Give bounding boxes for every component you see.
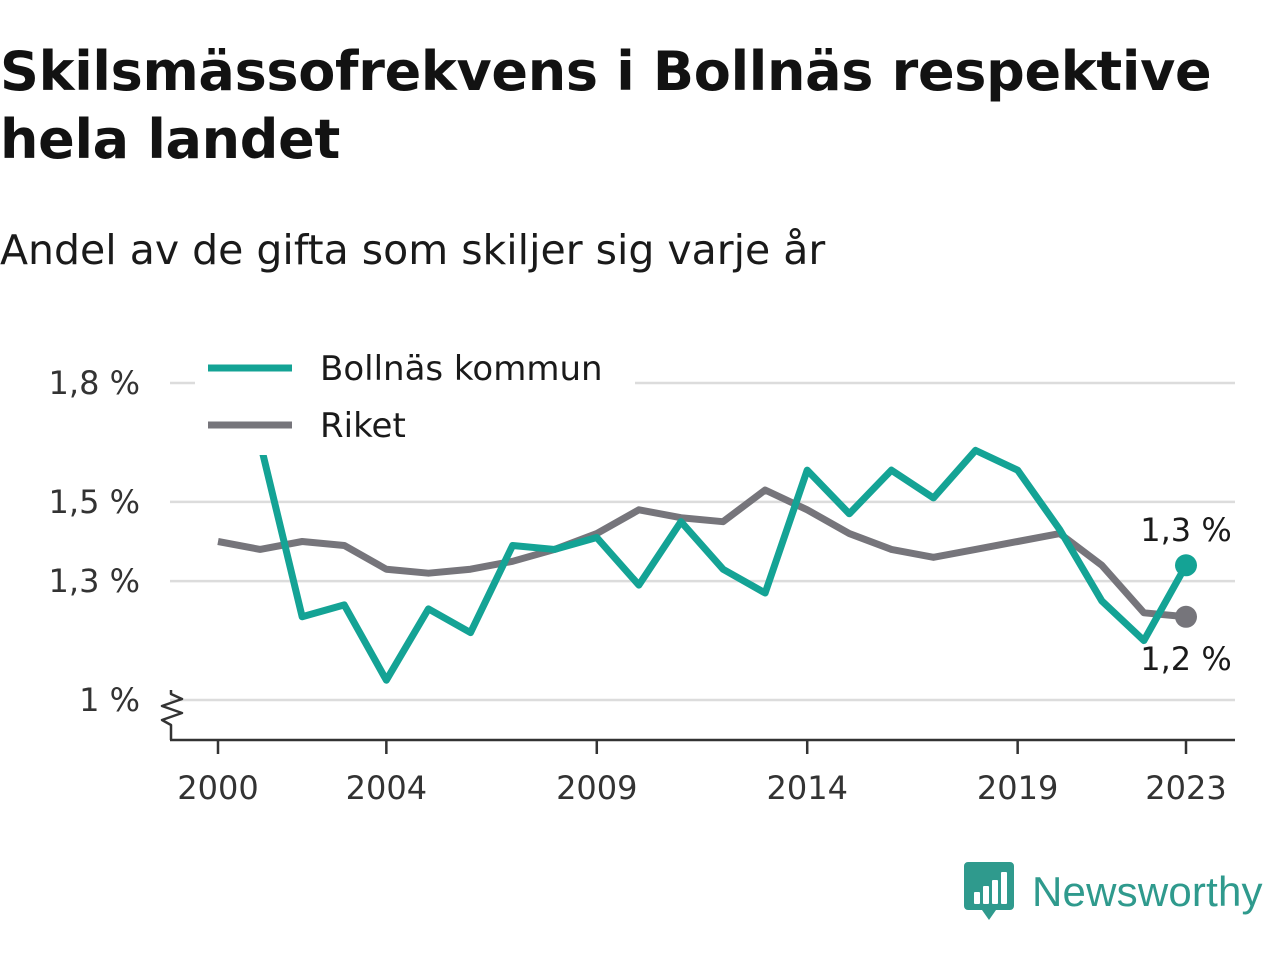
- legend: Bollnäs kommun Riket: [195, 340, 635, 455]
- x-tick-label: 2004: [346, 769, 427, 807]
- end-labels: 1,3 % 1,2 %: [1140, 511, 1231, 678]
- brand: Newsworthy: [964, 862, 1263, 922]
- legend-label: Bollnäs kommun: [320, 349, 603, 389]
- y-tick-label: 1 %: [79, 681, 140, 719]
- newsworthy-logo-icon: [964, 862, 1014, 920]
- y-tick-label: 1,3 %: [49, 562, 140, 600]
- x-tick-label: 2014: [766, 769, 847, 807]
- x-tick-label: 2019: [977, 769, 1058, 807]
- series-end-label: 1,2 %: [1140, 640, 1231, 678]
- legend-label: Riket: [320, 406, 406, 446]
- x-tick-label: 2023: [1145, 769, 1226, 807]
- series-line-bollnas: [256, 441, 1190, 684]
- series-end-point: [1175, 554, 1197, 577]
- y-axis-break-icon: [160, 690, 184, 740]
- legend-background: [195, 340, 635, 455]
- x-axis: 2000 2004 2009 2014 2019 2023: [160, 690, 1235, 807]
- y-axis-ticks: 1 % 1,3 % 1,5 % 1,8 %: [49, 364, 140, 719]
- y-tick-label: 1,5 %: [49, 483, 140, 521]
- series-end-point: [1175, 605, 1197, 628]
- brand-name: Newsworthy: [1032, 868, 1263, 915]
- chart-subtitle: Andel av de gifta som skiljer sig varje …: [0, 226, 826, 274]
- series-line-riket: [217, 486, 1187, 621]
- y-tick-label: 1,8 %: [49, 364, 140, 402]
- x-tick-label: 2009: [556, 769, 637, 807]
- chart-title: Skilsmässofrekvens i Bollnäs respektive …: [0, 40, 1212, 171]
- x-tick-label: 2000: [177, 769, 258, 807]
- series-end-label: 1,3 %: [1140, 511, 1231, 549]
